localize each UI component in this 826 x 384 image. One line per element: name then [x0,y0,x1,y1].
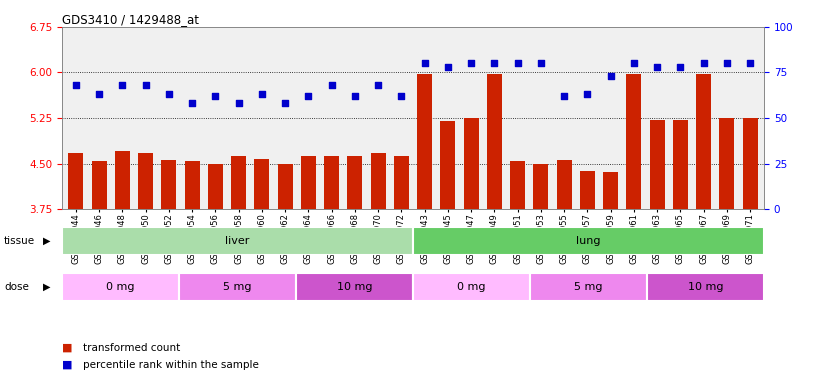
Bar [534,164,548,209]
Text: 10 mg: 10 mg [688,282,724,292]
Bar [440,121,455,209]
Bar [347,156,363,209]
Text: 0 mg: 0 mg [458,282,486,292]
Bar [69,153,83,209]
Text: tissue: tissue [4,236,36,246]
Bar [371,153,386,209]
Bar [413,227,764,255]
Bar [696,74,711,209]
Text: 5 mg: 5 mg [574,282,603,292]
Bar [184,161,200,209]
Text: GDS3410 / 1429488_at: GDS3410 / 1429488_at [62,13,199,26]
Text: liver: liver [225,236,249,246]
Point [278,101,292,107]
Bar [649,120,665,209]
Text: lung: lung [577,236,601,246]
Point [627,60,640,66]
Point [116,82,129,88]
Bar [179,273,296,301]
Text: ▶: ▶ [43,282,50,292]
Text: 10 mg: 10 mg [337,282,373,292]
Point [139,82,152,88]
Point [395,93,408,99]
Point [604,73,617,79]
Text: ■: ■ [62,343,73,353]
Point [697,60,710,66]
Point [186,101,199,107]
Point [349,93,362,99]
Text: transformed count: transformed count [83,343,180,353]
Point [720,60,733,66]
Point [162,91,175,98]
Bar [580,171,595,209]
Point [441,64,454,70]
Text: 5 mg: 5 mg [223,282,252,292]
Point [581,91,594,98]
Point [301,93,315,99]
Point [372,82,385,88]
Bar [301,156,316,209]
Point [464,60,477,66]
Bar [719,118,734,209]
Bar [510,161,525,209]
Bar [254,159,269,209]
Point [93,91,106,98]
Text: dose: dose [4,282,29,292]
Bar [647,273,764,301]
Bar [417,74,432,209]
Bar [161,160,177,209]
Point [558,93,571,99]
Bar [62,273,179,301]
Text: ▶: ▶ [43,236,50,246]
Bar [208,164,223,209]
Bar [673,120,688,209]
Bar [92,161,107,209]
Point [69,82,83,88]
Point [651,64,664,70]
Bar [603,172,618,209]
Bar [62,227,413,255]
Bar [413,273,530,301]
Bar [743,118,757,209]
Point [511,60,525,66]
Bar [231,156,246,209]
Bar [557,160,572,209]
Bar [394,156,409,209]
Bar [487,74,502,209]
Bar [626,74,642,209]
Point [255,91,268,98]
Text: ■: ■ [62,360,73,370]
Point [418,60,431,66]
Bar [115,151,130,209]
Bar [463,118,479,209]
Point [534,60,548,66]
Point [743,60,757,66]
Bar [278,164,292,209]
Point [209,93,222,99]
Bar [324,156,339,209]
Text: 0 mg: 0 mg [107,282,135,292]
Bar [530,273,647,301]
Point [232,101,245,107]
Text: percentile rank within the sample: percentile rank within the sample [83,360,259,370]
Point [674,64,687,70]
Bar [138,153,153,209]
Point [488,60,501,66]
Point [325,82,338,88]
Bar [296,273,413,301]
